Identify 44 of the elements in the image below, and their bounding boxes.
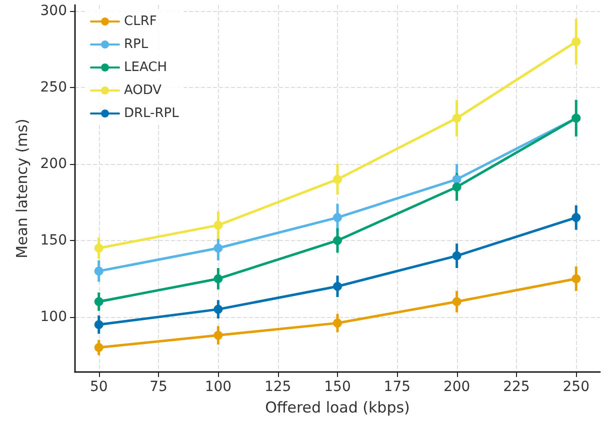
point xyxy=(214,274,223,284)
point xyxy=(452,114,462,123)
point xyxy=(94,343,104,352)
point xyxy=(452,182,462,192)
point xyxy=(94,266,104,276)
point xyxy=(214,220,223,230)
point xyxy=(333,174,342,184)
point xyxy=(452,251,462,260)
point xyxy=(333,236,342,245)
point xyxy=(572,213,581,222)
x-tick-label: 250 xyxy=(562,379,590,395)
x-tick-label: 150 xyxy=(324,379,351,395)
point xyxy=(214,244,223,253)
y-tick-label: 100 xyxy=(40,308,67,325)
y-tick-label: 200 xyxy=(40,156,67,172)
y-tick-label: 300 xyxy=(40,3,67,20)
point xyxy=(94,244,104,253)
y-axis-title: Mean latency (ms) xyxy=(12,118,31,258)
point xyxy=(333,213,342,222)
legend-label: CLRF xyxy=(124,14,157,29)
x-axis-title: Offered load (kbps) xyxy=(265,398,410,416)
x-tick-label: 225 xyxy=(503,379,530,395)
point xyxy=(452,174,462,184)
point xyxy=(214,330,223,340)
x-tick-label: 175 xyxy=(384,379,411,395)
point xyxy=(333,282,342,291)
x-tick-label: 200 xyxy=(443,379,470,395)
legend-label: LEACH xyxy=(124,60,167,75)
y-tick-label: 250 xyxy=(40,80,67,96)
point xyxy=(452,297,462,306)
legend-label: RPL xyxy=(124,37,149,52)
x-tick-label: 50 xyxy=(90,379,108,395)
point xyxy=(94,320,104,330)
point xyxy=(572,37,581,46)
x-tick-label: 75 xyxy=(150,379,168,395)
legend-label: AODV xyxy=(124,83,162,98)
y-tick-label: 150 xyxy=(40,232,67,248)
x-tick-label: 125 xyxy=(264,379,292,395)
point xyxy=(94,297,104,306)
x-tick-label: 100 xyxy=(204,379,232,395)
point xyxy=(572,274,581,284)
point xyxy=(333,318,342,328)
legend-label: DRL-RPL xyxy=(124,106,180,121)
point xyxy=(214,304,223,314)
